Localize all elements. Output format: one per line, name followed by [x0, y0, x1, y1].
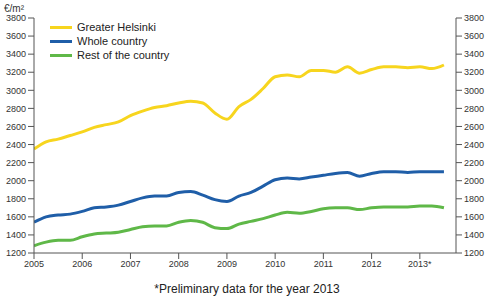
html-text:Greater Helsinki: Greater Helsinki	[77, 21, 156, 33]
html-text:Whole country: Whole country	[77, 35, 148, 47]
svg-text:2400: 2400	[464, 140, 484, 150]
svg-text:2200: 2200	[8, 158, 26, 168]
svg-text:2010: 2010	[265, 259, 285, 269]
html-text:€/m²: €/m²	[4, 3, 24, 14]
svg-text:2000: 2000	[464, 176, 484, 186]
svg-text:1800: 1800	[464, 194, 484, 204]
svg-text:2008: 2008	[169, 259, 189, 269]
svg-text:3600: 3600	[8, 31, 26, 41]
svg-text:1600: 1600	[464, 212, 484, 222]
svg-text:2800: 2800	[464, 104, 484, 114]
svg-text:1400: 1400	[464, 230, 484, 240]
svg-text:1400: 1400	[8, 230, 26, 240]
svg-text:3000: 3000	[8, 86, 26, 96]
svg-text:2012: 2012	[362, 259, 382, 269]
svg-text:1600: 1600	[8, 212, 26, 222]
svg-text:2600: 2600	[464, 122, 484, 132]
svg-text:3200: 3200	[464, 67, 484, 77]
svg-text:3600: 3600	[464, 31, 484, 41]
svg-text:2006: 2006	[72, 259, 92, 269]
svg-text:1800: 1800	[8, 194, 26, 204]
svg-text:1200: 1200	[464, 248, 484, 258]
svg-text:1200: 1200	[8, 248, 26, 258]
svg-text:2013*: 2013*	[408, 259, 432, 269]
svg-text:2800: 2800	[8, 104, 26, 114]
svg-text:2600: 2600	[8, 122, 26, 132]
svg-text:3800: 3800	[8, 13, 26, 23]
svg-text:2400: 2400	[8, 140, 26, 150]
svg-text:3400: 3400	[464, 49, 484, 59]
html-text:*Preliminary data for the year: *Preliminary data for the year 2013	[154, 282, 340, 296]
svg-text:3800: 3800	[464, 13, 484, 23]
svg-text:2009: 2009	[217, 259, 237, 269]
svg-text:2007: 2007	[120, 259, 140, 269]
svg-text:2200: 2200	[464, 158, 484, 168]
svg-text:3400: 3400	[8, 49, 26, 59]
svg-text:2011: 2011	[314, 259, 333, 269]
svg-text:3000: 3000	[464, 86, 484, 96]
html-text:Rest of the country: Rest of the country	[77, 49, 170, 61]
svg-text:2005: 2005	[24, 259, 44, 269]
svg-text:3200: 3200	[8, 67, 26, 77]
svg-text:2000: 2000	[8, 176, 26, 186]
